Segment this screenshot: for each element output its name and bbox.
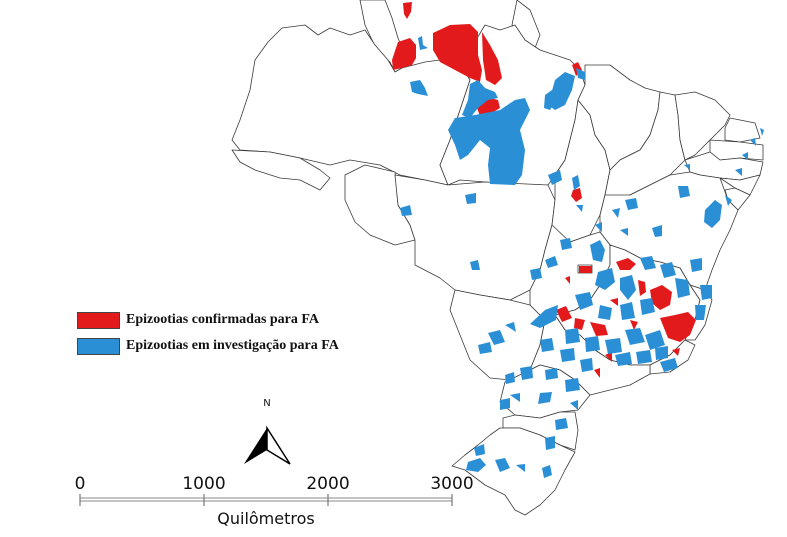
investigation-swatch [77,337,120,355]
state-rio-de-janeiro [649,339,696,375]
scale-bar-line [79,494,453,506]
scale-tick-2000: 2000 [306,474,350,494]
state-alagoas [719,174,761,196]
scale-bar: 0 1000 2000 3000 Quilômetros [70,474,490,534]
legend-label-investigation: Epizootias em investigação para FA [126,338,339,353]
confirmed-epizootics [392,2,696,378]
legend-item-investigation: Epizootias em investigação para FA [77,335,339,357]
north-arrow: N [240,398,294,468]
north-label: N [263,398,271,409]
scale-tick-1000: 1000 [182,474,226,494]
scale-tick-3000: 3000 [430,474,474,494]
legend-item-confirmed: Epizootias confirmadas para FA [77,309,339,331]
scale-tick-0: 0 [74,474,86,494]
north-arrow-icon [244,425,291,465]
state-acre [231,149,331,191]
investigation-epizootics [400,36,764,478]
scale-unit-label: Quilômetros [217,509,315,528]
legend-label-confirmed: Epizootias confirmadas para FA [126,312,320,327]
map-legend: Epizootias confirmadas para FA Epizootia… [77,309,339,361]
confirmed-swatch [77,311,120,329]
state-borders [231,0,764,516]
